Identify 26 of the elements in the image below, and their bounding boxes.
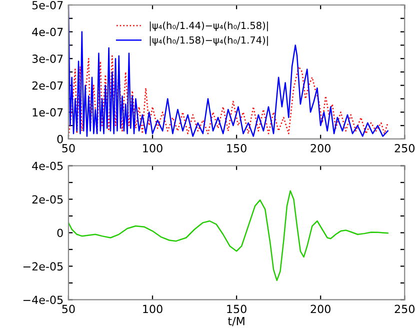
y-tick-label: 0 [57, 134, 63, 144]
y-tick-label: 5e-07 [32, 0, 63, 10]
y-tick-label: 2e-07 [32, 81, 63, 90]
x-tick-label: 250 [394, 144, 414, 152]
x-tick-label: 150 [227, 304, 246, 314]
x-tick-label: 50 [62, 144, 75, 152]
legend-label: |ψ₄(h₀/1.44)−ψ₄(h₀/1.58)| [150, 22, 268, 32]
y-tick-label: −2e-05 [23, 262, 63, 271]
line-series [68, 55, 388, 137]
y-tick-label: −4e-05 [23, 296, 63, 304]
legend-label: |ψ₄(h₀/1.58)−ψ₄(h₀/1.74)| [150, 36, 268, 46]
y-tick-label: 0 [57, 228, 63, 238]
y-tick-label: 4e-07 [32, 28, 63, 36]
line-series [68, 190, 388, 282]
x-tick-label: 50 [62, 304, 75, 314]
x-tick-label: 100 [143, 144, 162, 152]
x-tick-label: 100 [143, 304, 162, 314]
x-tick-label: 200 [310, 304, 330, 314]
y-tick-label: 2e-05 [32, 195, 63, 204]
x-tick-label: 250 [394, 304, 414, 314]
y-tick-label: 1e-07 [32, 108, 63, 117]
x-tick-label: 150 [227, 144, 246, 152]
y-tick-label: 4e-05 [32, 162, 63, 170]
x-tick-label: 200 [310, 144, 330, 152]
y-tick-label: 3e-07 [32, 54, 63, 63]
x-axis-title: t/M [228, 317, 244, 326]
